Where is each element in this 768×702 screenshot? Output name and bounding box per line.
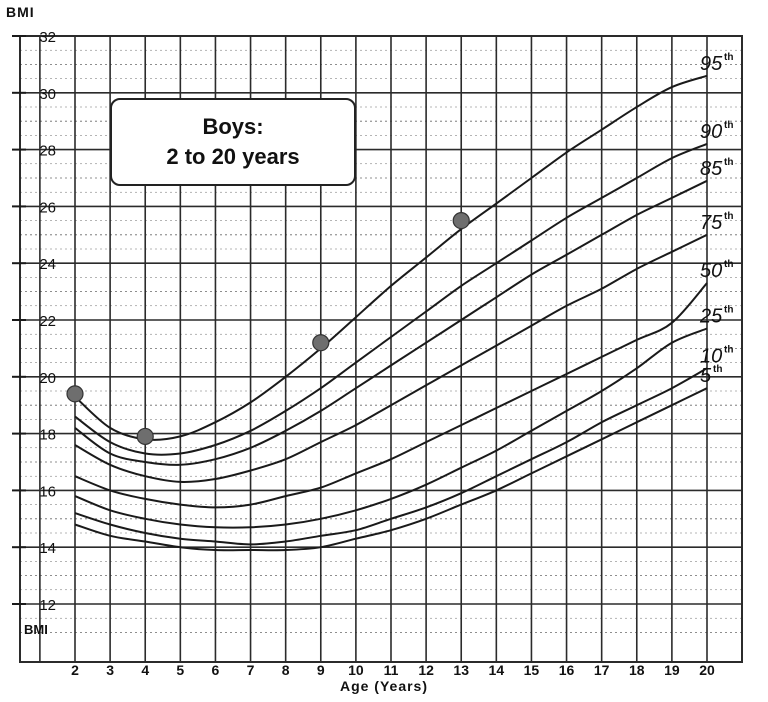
data-point [136, 427, 154, 446]
x-tick-label: 12 [418, 662, 434, 678]
percentile-curve-85 [74, 179, 708, 466]
percentile-suffix-85: th [724, 157, 733, 168]
y-tick-label: 28 [39, 143, 56, 160]
percentile-curve-5 [74, 387, 708, 552]
data-point [66, 385, 84, 403]
x-tick-label: 13 [453, 662, 469, 678]
percentile-label-10: 10 [700, 345, 722, 367]
x-tick-label: 17 [594, 662, 610, 678]
y-tick-label: 14 [39, 540, 56, 557]
percentile-suffix-10: th [724, 344, 733, 355]
x-tick-label: 6 [212, 662, 220, 678]
y-tick-label: 30 [39, 86, 56, 103]
percentile-label-50: 50 [700, 260, 722, 282]
percentile-suffix-95: th [724, 52, 733, 63]
percentile-curve-25 [74, 327, 708, 529]
chart-title: Boys: [202, 114, 264, 139]
percentile-suffix-5: th [713, 364, 722, 375]
y-tick-label: 26 [39, 199, 56, 216]
percentile-suffix-25: th [724, 305, 733, 316]
y-tick-label: 12 [39, 597, 56, 614]
x-axis-label: Age (Years) [339, 678, 429, 694]
percentile-label-95: 95 [700, 53, 723, 75]
percentile-label-75: 75 [700, 212, 723, 234]
y-axis-label-bottom: BMI [24, 622, 48, 637]
x-tick-label: 20 [699, 662, 715, 678]
x-tick-label: 7 [247, 662, 255, 678]
data-points [66, 212, 470, 446]
data-point [312, 334, 330, 352]
percentile-suffix-75: th [724, 211, 733, 222]
x-tick-label: 16 [559, 662, 575, 678]
x-tick-label: 11 [384, 662, 399, 678]
percentile-curve-10 [74, 367, 708, 546]
y-ticks: 12 14 16 18 20 22 24 26 28 30 32 BMI [12, 29, 56, 637]
x-tick-label: 5 [176, 662, 184, 678]
percentile-curve-50 [74, 282, 708, 509]
grid [19, 35, 743, 663]
y-tick-label: 20 [39, 370, 56, 387]
percentile-curve-95 [74, 74, 708, 441]
x-tick-label: 9 [317, 662, 325, 678]
x-tick-label: 10 [348, 662, 364, 678]
x-tick-label: 4 [141, 662, 149, 678]
chart-subtitle: 2 to 20 years [166, 144, 300, 169]
percentile-label-90: 90 [700, 121, 722, 143]
y-tick-label: 32 [39, 29, 56, 46]
percentile-suffix-50: th [724, 259, 733, 270]
x-tick-label: 2 [71, 662, 79, 678]
title-box: Boys: 2 to 20 years [110, 98, 356, 186]
percentile-curve-90 [74, 142, 708, 456]
x-ticks: 2 3 4 5 6 7 8 9 10 11 12 13 14 15 16 17 18 19 20 [71, 662, 715, 678]
y-tick-label: 22 [39, 313, 56, 330]
percentile-suffix-90: th [724, 120, 733, 131]
x-tick-label: 19 [664, 662, 680, 678]
percentile-label-85: 85 [700, 158, 723, 180]
y-axis-label-top: BMI [6, 4, 35, 20]
y-tick-label: 18 [39, 427, 56, 444]
y-tick-label: 24 [39, 256, 56, 273]
x-tick-label: 14 [489, 662, 505, 678]
percentile-curves [74, 74, 708, 552]
percentile-label-25: 25 [699, 306, 723, 328]
x-tick-label: 15 [524, 662, 540, 678]
x-tick-label: 3 [106, 662, 114, 678]
x-tick-label: 18 [629, 662, 645, 678]
y-tick-label: 16 [39, 483, 56, 500]
x-tick-label: 8 [282, 662, 290, 678]
data-point [452, 212, 470, 230]
percentile-label-5: 5 [700, 365, 712, 387]
percentile-curve-75 [74, 233, 708, 483]
